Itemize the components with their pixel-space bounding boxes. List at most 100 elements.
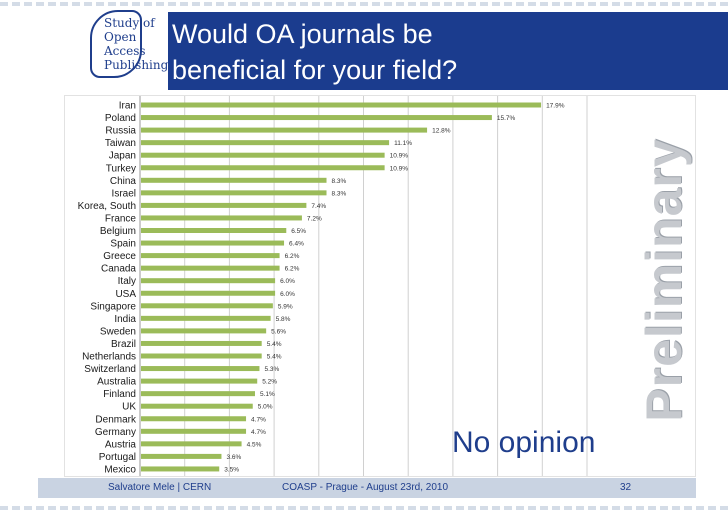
bar	[141, 152, 385, 158]
logo-line-1: Study of	[104, 16, 155, 30]
bar	[141, 441, 242, 447]
category-label: Mexico	[104, 464, 136, 475]
slide-title: Would OA journals be beneficial for your…	[172, 16, 712, 88]
category-label: China	[110, 176, 137, 187]
bar	[141, 328, 267, 334]
data-label: 6.4%	[289, 241, 304, 248]
data-label: 3.6%	[226, 454, 241, 461]
data-label: 5.6%	[271, 328, 286, 335]
bar	[141, 177, 327, 183]
data-label: 6.0%	[280, 278, 295, 285]
category-label: Korea, South	[78, 201, 136, 212]
category-label: Austria	[105, 439, 137, 450]
data-label: 6.0%	[280, 291, 295, 298]
category-label: Israel	[112, 188, 136, 199]
data-label: 8.3%	[332, 178, 347, 185]
chart-plot-area	[64, 95, 696, 477]
preliminary-watermark-text: Preliminary	[636, 138, 692, 422]
top-decorative-dashes	[0, 2, 728, 6]
data-label: 4.7%	[251, 416, 266, 423]
data-label: 6.5%	[291, 228, 306, 235]
bar	[141, 403, 253, 409]
bar	[141, 102, 542, 108]
title-bar	[168, 12, 728, 90]
bar	[141, 453, 222, 459]
bar	[141, 215, 302, 221]
data-label: 5.2%	[262, 379, 277, 386]
category-label: Australia	[97, 377, 136, 388]
data-label: 5.9%	[278, 303, 293, 310]
data-label: 17.9%	[546, 103, 565, 110]
bar	[141, 290, 276, 296]
bar	[141, 378, 258, 384]
category-label: Greece	[103, 251, 136, 262]
data-label: 7.4%	[311, 203, 326, 210]
category-label: USA	[115, 289, 136, 300]
bar	[141, 228, 287, 233]
bottom-decorative-dashes	[0, 506, 728, 510]
bar	[141, 278, 276, 284]
logo-text: Study of Open Access Publishing	[104, 16, 168, 72]
slide-title-line-2: beneficial for your field?	[172, 55, 458, 85]
bar	[141, 366, 260, 372]
data-label: 15.7%	[497, 115, 516, 122]
category-label: Japan	[109, 151, 136, 162]
logo-ring-icon	[90, 10, 142, 78]
data-label: 7.2%	[307, 215, 322, 222]
footer-author: Salvatore Mele | CERN	[108, 482, 212, 493]
data-label: 5.4%	[267, 354, 282, 361]
data-label: 6.2%	[285, 253, 300, 260]
category-label: India	[114, 314, 136, 325]
no-opinion-annotation: No opinion	[452, 426, 596, 459]
bar	[141, 416, 247, 422]
category-label: Switzerland	[84, 364, 136, 375]
study-of-open-access-publishing-logo: Study of Open Access Publishing	[90, 10, 168, 80]
data-label: 5.1%	[260, 391, 275, 398]
data-label: 5.8%	[276, 316, 291, 323]
footer-event: COASP - Prague - August 23rd, 2010	[282, 482, 449, 493]
data-label: 4.5%	[247, 441, 262, 448]
preliminary-watermark: Preliminary	[634, 138, 694, 421]
category-label: Netherlands	[82, 352, 136, 363]
data-label: 10.9%	[390, 165, 409, 172]
bar	[141, 303, 273, 309]
bar	[141, 428, 247, 434]
bar	[141, 202, 307, 208]
category-label: Italy	[118, 276, 136, 287]
bar	[141, 265, 280, 271]
data-label: 5.4%	[267, 341, 282, 348]
logo-line-2: Open	[104, 30, 137, 44]
bar	[141, 190, 327, 196]
category-label: Germany	[95, 427, 136, 438]
category-label: Iran	[119, 101, 136, 112]
data-label: 10.9%	[390, 153, 409, 160]
bar	[141, 165, 385, 171]
data-label: 3.5%	[224, 466, 239, 473]
bar	[141, 353, 262, 359]
bar	[141, 466, 220, 472]
category-label: France	[105, 213, 137, 224]
category-label: Singapore	[90, 301, 136, 312]
bar	[141, 140, 390, 146]
bar	[141, 315, 271, 321]
bar	[141, 127, 428, 133]
category-label: UK	[122, 402, 136, 413]
bar	[141, 115, 492, 121]
data-label: 6.2%	[285, 266, 300, 273]
footer-bar: Salvatore Mele | CERN COASP - Prague - A…	[38, 478, 696, 498]
category-label: Sweden	[100, 326, 136, 337]
category-label: Turkey	[106, 163, 136, 174]
category-label: Canada	[101, 264, 136, 275]
bar	[141, 391, 255, 397]
bar	[141, 253, 280, 259]
category-label: Spain	[110, 239, 136, 250]
data-label: 5.0%	[258, 404, 273, 411]
data-label: 12.8%	[432, 128, 451, 135]
category-label: Finland	[103, 389, 136, 400]
category-label: Poland	[105, 113, 136, 124]
data-label: 5.3%	[264, 366, 279, 373]
category-label: Brazil	[111, 339, 136, 350]
category-label: Portugal	[99, 452, 136, 463]
logo-line-4: Publishing	[104, 58, 169, 72]
